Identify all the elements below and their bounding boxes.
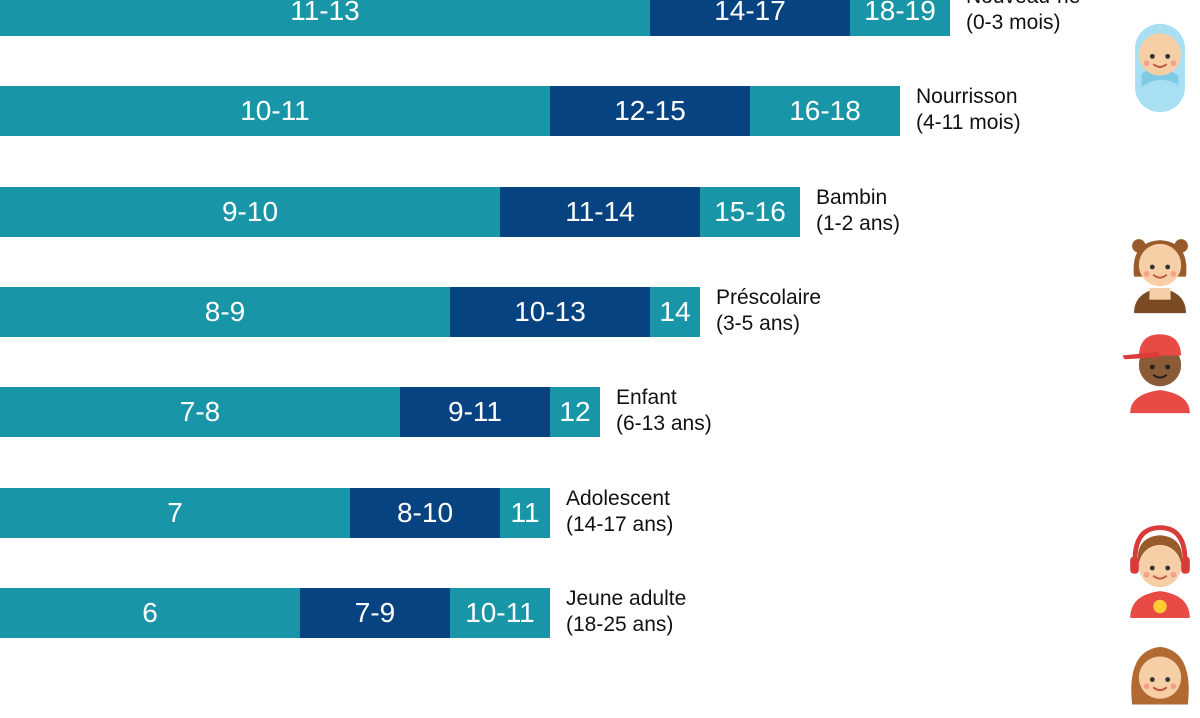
bar-segment: 14 xyxy=(650,286,700,337)
bar-segment: 10-13 xyxy=(450,286,650,337)
row-label-name: Jeune adulte xyxy=(566,586,687,610)
bar-segment: 18-19 xyxy=(850,0,950,36)
bar-segment: 11-13 xyxy=(0,0,650,36)
teen-headphones-icon xyxy=(1130,524,1190,618)
bar-segment: 9-10 xyxy=(0,186,500,237)
bar-segment: 10-11 xyxy=(450,587,550,638)
child-cap-icon xyxy=(1122,334,1190,414)
row-label: Enfant (6-13 ans) xyxy=(616,385,712,437)
bar-segment: 15-16 xyxy=(700,186,800,237)
bar-segment: 14-17 xyxy=(650,0,850,36)
bar-segment: 9-11 xyxy=(400,387,550,438)
row-label-age-range: (4-11 mois) xyxy=(916,111,1021,135)
bar-segment: 12 xyxy=(550,387,600,438)
bar-segment: 7-9 xyxy=(300,587,450,638)
row-label-name: Nouveau-né xyxy=(966,0,1080,10)
bar-segment: 8-9 xyxy=(0,286,450,337)
row-label-age-range: (0-3 mois) xyxy=(966,11,1061,34)
row-label-name: Adolescent xyxy=(566,486,670,510)
bar-segment: 12-15 xyxy=(550,86,750,137)
row-label: Adolescent (14-17 ans) xyxy=(566,486,673,538)
row-label-name: Nourrisson xyxy=(916,85,1018,109)
row-label-age-range: (1-2 ans) xyxy=(816,211,901,235)
row-label-name: Préscolaire xyxy=(716,285,822,309)
young-adult-icon xyxy=(1131,646,1189,705)
bar-segment: 16-18 xyxy=(750,86,900,137)
row-label: Bambin (1-2 ans) xyxy=(816,185,900,237)
row-label-age-range: (18-25 ans) xyxy=(566,612,674,636)
bar-segment: 7-8 xyxy=(0,387,400,438)
toddler-icon xyxy=(1132,238,1188,313)
bar-segment: 6 xyxy=(0,587,300,638)
newborn-icon xyxy=(1135,23,1185,113)
row-label-name: Enfant xyxy=(616,386,677,410)
bar-segment: 11-14 xyxy=(500,186,700,237)
row-label: Nouveau-né(0-3 mois) xyxy=(966,0,1080,36)
row-label: Nourrisson (4-11 mois) xyxy=(916,84,1021,136)
bar-segment: 7 xyxy=(0,487,350,538)
row-label: Jeune adulte (18-25 ans) xyxy=(566,586,686,638)
row-label-age-range: (14-17 ans) xyxy=(566,512,674,536)
bar-segment: 10-11 xyxy=(0,86,550,137)
row-label-age-range: (6-13 ans) xyxy=(616,412,712,436)
row-label: Préscolaire (3-5 ans) xyxy=(716,285,821,337)
row-label-name: Bambin xyxy=(816,185,888,209)
bar-segment: 11 xyxy=(500,487,550,538)
row-label-age-range: (3-5 ans) xyxy=(716,311,801,335)
bar-segment: 8-10 xyxy=(350,487,500,538)
